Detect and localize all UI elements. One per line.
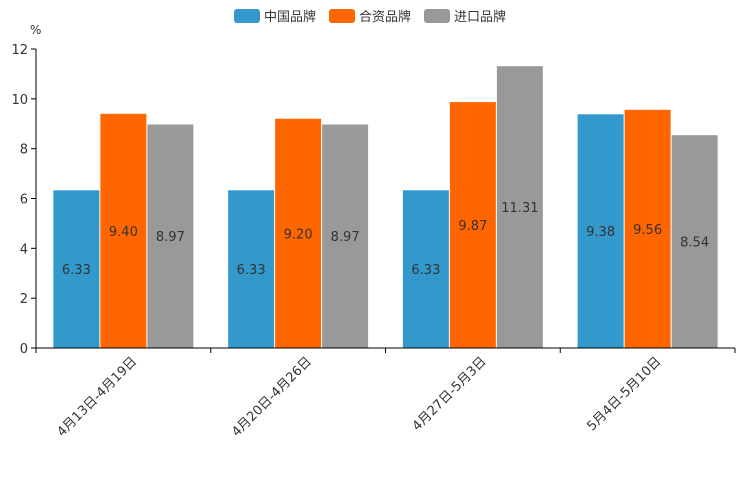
bar [496,66,543,348]
data-label: 6.33 [237,263,266,278]
bar [100,113,147,349]
data-label: 8.97 [331,230,360,245]
legend-swatch [234,9,260,23]
x-category-label: 5月4日-5月10日 [585,354,665,434]
bar [275,118,322,349]
bar [671,135,718,348]
bar [402,190,449,348]
bars: 6.33 9.40 8.97 6.33 9.20 8.97 6.33 9.87 11.31 9.3… [53,66,718,349]
data-label: 11.31 [501,201,538,216]
legend-label: 进口品牌 [454,9,506,25]
x-category-label: 4月20日-4月26日 [229,354,315,440]
data-label: 8.54 [680,236,709,251]
legend: 中国品牌 合资品牌 进口品牌 [234,9,506,25]
y-axis-unit-label: % [30,23,41,37]
y-tick-label: 6 [20,193,28,208]
y-tick-label: 10 [11,93,28,108]
data-label: 9.38 [586,225,615,240]
x-category-label: 4月27日-5月3日 [410,354,490,434]
data-label: 9.20 [284,227,313,242]
x-category-label: 4月13日-4月19日 [54,354,140,440]
legend-swatch [424,9,450,23]
bar [147,124,194,348]
legend-swatch [329,9,355,23]
data-label: 9.40 [109,225,138,240]
data-label: 6.33 [62,263,91,278]
data-label: 9.87 [458,219,487,234]
y-tick-label: 8 [20,143,28,158]
bar [577,114,624,348]
legend-label: 中国品牌 [264,9,316,25]
y-tick-label: 2 [20,292,28,307]
bar [322,124,369,348]
data-label: 8.97 [156,230,185,245]
legend-label: 合资品牌 [359,9,411,25]
data-label: 6.33 [411,263,440,278]
data-label: 9.56 [633,223,662,238]
x-axis: 4月13日-4月19日 4月20日-4月26日 4月27日-5月3日 5月4日-5月1… [35,347,736,440]
y-axis: 0 2 4 6 8 10 12 [11,43,37,357]
y-tick-label: 12 [11,43,28,58]
bar [228,190,275,348]
bar [624,109,671,349]
bar [449,102,496,348]
bar [53,190,100,348]
y-tick-label: 0 [20,342,28,357]
y-tick-label: 4 [20,242,28,257]
